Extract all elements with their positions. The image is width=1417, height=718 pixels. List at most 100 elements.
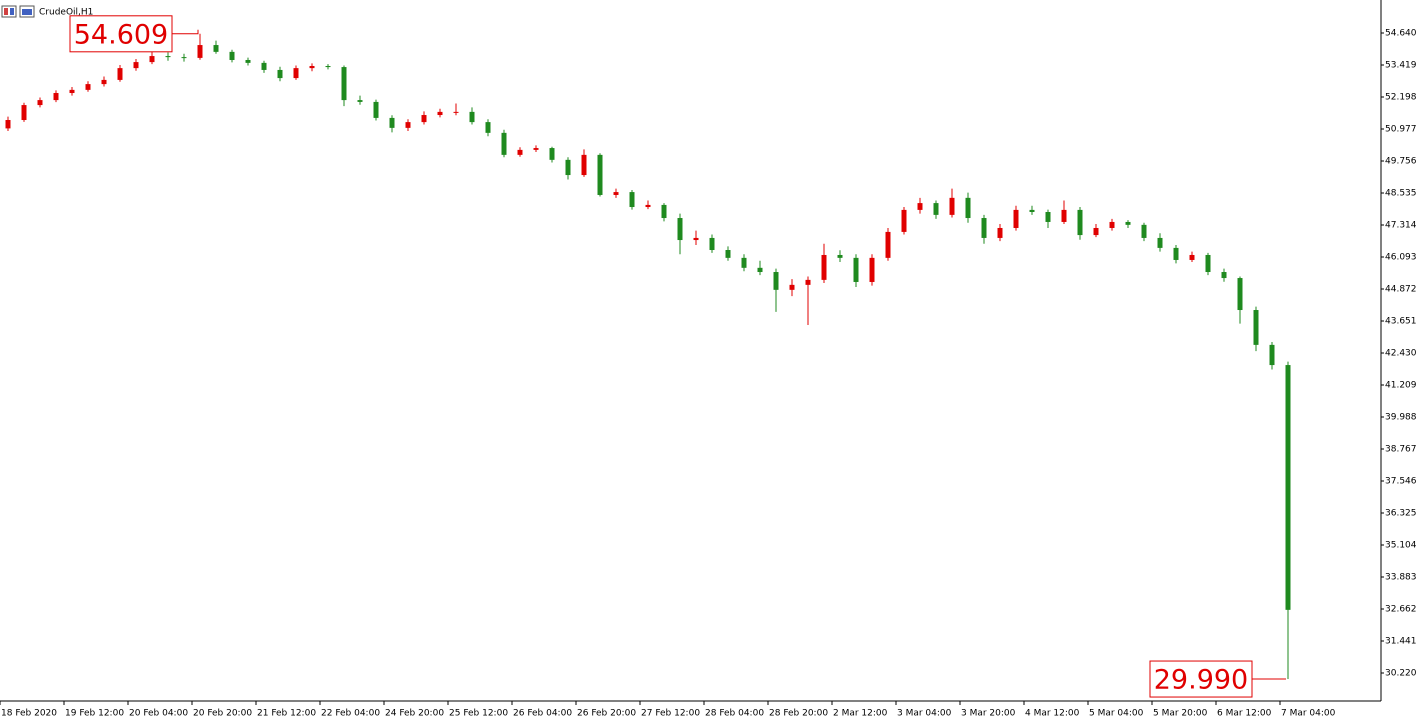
- candle-body: [341, 67, 347, 101]
- annotation-label: 54.609: [74, 19, 168, 50]
- x-tick-label: 24 Feb 20:00: [385, 709, 444, 718]
- y-tick-label: 39.988: [1385, 413, 1417, 423]
- candle-body: [213, 45, 219, 52]
- x-tick-label: 3 Mar 20:00: [961, 709, 1016, 718]
- candle-body: [1013, 209, 1019, 228]
- candle-body: [661, 204, 667, 219]
- candle-body: [1237, 278, 1243, 311]
- candle-body: [261, 62, 267, 70]
- candle-body: [789, 284, 795, 290]
- y-tick-label: 32.662: [1385, 605, 1417, 615]
- candle-body: [133, 62, 139, 69]
- y-tick-label: 38.767: [1385, 445, 1417, 455]
- candle-body: [1269, 344, 1275, 366]
- candle-body: [101, 79, 107, 85]
- candle-body: [885, 231, 891, 258]
- candle-body: [389, 117, 395, 128]
- annotation-leader: [172, 29, 199, 35]
- candle-body: [469, 111, 475, 123]
- candle-body: [453, 111, 459, 113]
- candle-body: [373, 101, 379, 118]
- candle-body: [1285, 365, 1291, 610]
- x-tick-label: 22 Feb 04:00: [321, 709, 380, 718]
- candle-body: [1093, 227, 1099, 236]
- candle-body: [965, 197, 971, 219]
- candle-body: [613, 192, 619, 195]
- y-tick-label: 46.093: [1385, 252, 1417, 262]
- x-tick-label: 26 Feb 20:00: [577, 709, 636, 718]
- y-tick-label: 35.104: [1385, 541, 1417, 551]
- candle-body: [53, 93, 59, 101]
- y-tick-label: 42.430: [1385, 349, 1417, 359]
- x-tick-label: 28 Feb 20:00: [769, 709, 828, 718]
- x-tick-label: 19 Feb 12:00: [65, 709, 124, 718]
- y-tick-label: 49.756: [1385, 156, 1417, 166]
- candle-body: [981, 218, 987, 238]
- annotation-box: [69, 15, 173, 53]
- candle-body: [21, 105, 27, 121]
- candle-body: [1125, 221, 1131, 225]
- candle-body: [517, 149, 523, 155]
- candle-body: [773, 272, 779, 290]
- y-tick-label: 47.314: [1385, 220, 1417, 230]
- candle-body: [693, 237, 699, 241]
- x-tick-label: 20 Feb 20:00: [193, 709, 252, 718]
- candles: [5, 33, 1291, 680]
- candle-body: [197, 45, 203, 58]
- candle-body: [949, 197, 955, 215]
- x-tick-label: 7 Mar 04:00: [1281, 709, 1336, 718]
- candle-body: [645, 204, 651, 208]
- candle-body: [725, 250, 731, 258]
- candle-body: [1253, 310, 1259, 345]
- candle-body: [181, 57, 187, 59]
- candle-body: [485, 122, 491, 133]
- candle-body: [405, 122, 411, 128]
- y-tick-label: 54.640: [1385, 28, 1417, 38]
- symbol-icon: [1, 5, 35, 18]
- candle-body: [277, 69, 283, 79]
- annotation-label: 29.990: [1154, 665, 1248, 696]
- candle-body: [837, 254, 843, 258]
- y-tick-label: 53.419: [1385, 60, 1417, 70]
- x-tick-label: 28 Feb 04:00: [705, 709, 764, 718]
- candle-body: [1061, 209, 1067, 222]
- y-tick-label: 30.220: [1385, 669, 1417, 679]
- y-tick-label: 37.546: [1385, 477, 1417, 487]
- chart-title: CrudeOil,H1: [39, 8, 93, 18]
- candle-body: [677, 218, 683, 241]
- x-tick-label: 21 Feb 12:00: [257, 709, 316, 718]
- candle-body: [37, 100, 43, 106]
- candle-body: [357, 100, 363, 102]
- x-tick-label: 18 Feb 2020: [1, 709, 57, 718]
- y-tick-label: 52.198: [1385, 92, 1417, 102]
- candle-body: [1029, 209, 1035, 212]
- candle-body: [565, 159, 571, 176]
- x-tick-label: 20 Feb 04:00: [129, 709, 188, 718]
- candle-body: [1141, 224, 1147, 238]
- x-tick-label: 4 Mar 12:00: [1025, 709, 1080, 718]
- x-tick-label: 5 Mar 04:00: [1089, 709, 1144, 718]
- x-tick-label: 2 Mar 12:00: [833, 709, 888, 718]
- candle-body: [821, 254, 827, 280]
- y-tick-label: 33.883: [1385, 573, 1417, 583]
- candle-body: [1173, 247, 1179, 260]
- candle-body: [917, 203, 923, 210]
- candle-body: [245, 59, 251, 63]
- y-tick-label: 50.977: [1385, 124, 1417, 134]
- candle-body: [1205, 254, 1211, 273]
- candle-body: [869, 257, 875, 282]
- candle-body: [741, 257, 747, 268]
- candle-body: [1189, 254, 1195, 260]
- candle-body: [597, 154, 603, 195]
- candle-body: [165, 56, 171, 58]
- candle-body: [757, 267, 763, 273]
- candle-body: [853, 257, 859, 282]
- candle-body: [325, 66, 331, 68]
- y-tick-label: 31.441: [1385, 637, 1417, 647]
- y-tick-label: 48.535: [1385, 188, 1417, 198]
- candle-body: [229, 51, 235, 60]
- y-tick-label: 36.325: [1385, 509, 1417, 519]
- candle-body: [5, 120, 11, 129]
- candle-body: [549, 148, 555, 160]
